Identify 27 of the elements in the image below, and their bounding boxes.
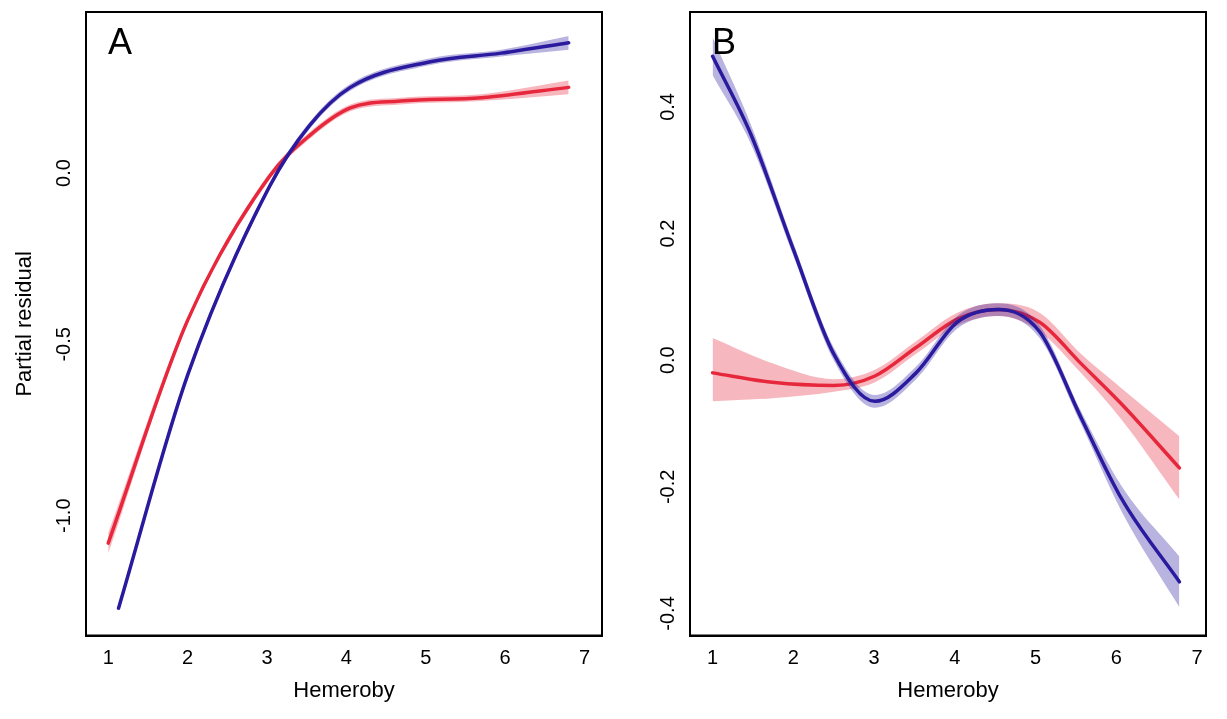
x-tick-label: 1 — [707, 646, 719, 669]
x-tick-label: 6 — [1110, 646, 1122, 669]
chart-title: A — [108, 20, 133, 62]
chart-title: B — [712, 20, 737, 62]
y-tick-label: 0.4 — [655, 93, 678, 121]
x-tick-label: 6 — [499, 646, 511, 669]
x-tick-label: 4 — [949, 646, 961, 669]
x-tick-label: 3 — [261, 646, 273, 669]
x-axis-title: Hemeroby — [897, 676, 999, 702]
x-tick-label: 2 — [787, 646, 799, 669]
y-axis-title: Partial residual — [11, 251, 37, 397]
x-tick-label: 1 — [102, 646, 114, 669]
x-tick-label: 7 — [1191, 646, 1203, 669]
y-tick-label: -0.5 — [51, 327, 74, 362]
x-axis-title: Hemeroby — [293, 676, 395, 702]
x-tick-label: 7 — [578, 646, 591, 669]
y-tick-label: 0.0 — [655, 346, 678, 375]
y-tick-label: -1.0 — [51, 498, 74, 533]
x-tick-label: 2 — [182, 646, 194, 669]
x-tick-label: 3 — [868, 646, 880, 669]
y-tick-label: -0.4 — [655, 596, 678, 631]
y-tick-label: 0.0 — [51, 159, 74, 187]
x-tick-label: 4 — [340, 646, 352, 669]
y-tick-label: 0.2 — [655, 219, 678, 248]
x-tick-label: 5 — [420, 646, 432, 669]
x-tick-label: 5 — [1030, 646, 1042, 669]
y-tick-label: -0.2 — [655, 469, 678, 505]
